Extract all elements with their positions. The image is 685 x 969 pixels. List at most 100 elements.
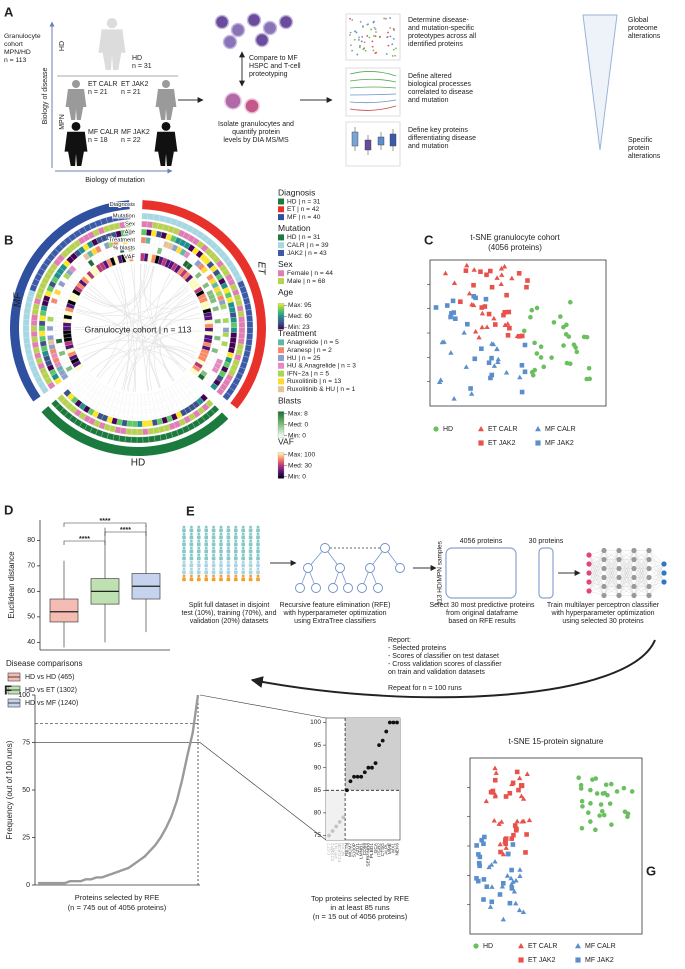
- y-tick-label: 85: [314, 787, 322, 794]
- sample-cell: [136, 420, 143, 428]
- sample-icon: [197, 560, 201, 564]
- protein-dot: [377, 743, 382, 748]
- legend-item: Min: 23: [288, 324, 310, 331]
- sample-icon: [234, 574, 238, 578]
- group-n: n = 31: [132, 63, 152, 70]
- tsne-point: [614, 789, 620, 794]
- tsne-point: [481, 897, 486, 902]
- nn-edge: [648, 559, 665, 565]
- sample-icon: [204, 535, 208, 540]
- y-tick-label: 0: [26, 882, 30, 889]
- legend-item: Max: 100: [288, 451, 315, 458]
- sample-cell: [69, 383, 78, 392]
- compare-text: proteotyping: [249, 71, 288, 78]
- legend-item: HD | n = 31: [287, 234, 321, 241]
- report-text: Report:: [388, 637, 411, 644]
- sample-icon: [212, 532, 216, 536]
- thumb-dot: [372, 34, 375, 37]
- frequency-curve: [38, 694, 200, 885]
- thumb-dot: [379, 35, 381, 38]
- tsne-point: [503, 794, 509, 799]
- thumb-dot: [374, 35, 377, 38]
- nn-edge: [618, 550, 635, 560]
- tsne-point: [503, 369, 510, 375]
- legend-marker: [478, 440, 484, 446]
- cohort-text: cohort: [4, 41, 23, 48]
- thumb-box: [364, 139, 372, 151]
- step-text: with hyperparameter optimization: [550, 610, 654, 617]
- legend-marker: [575, 943, 581, 949]
- tsne-point: [482, 834, 487, 840]
- x-tick-label: MME: [387, 843, 393, 854]
- isolate-text: levels by DIA MS/MS: [223, 137, 289, 144]
- nn-node: [646, 592, 652, 599]
- tsne-point: [513, 827, 519, 833]
- box-label: 30 proteins: [529, 538, 564, 545]
- sample-icon: [219, 535, 223, 540]
- sample-icon: [197, 528, 201, 533]
- step-text: Determine disease-: [408, 17, 469, 24]
- nn-edge: [588, 568, 605, 592]
- sample-cell: [214, 331, 222, 337]
- nn-edge: [618, 577, 635, 596]
- nn-edge: [588, 586, 605, 592]
- inset-shade: [326, 790, 346, 840]
- tsne-point: [479, 346, 484, 352]
- sample-cell: [146, 229, 153, 237]
- report-text: - Scores of classifier on test dataset: [388, 653, 499, 660]
- sample-cell: [137, 404, 142, 412]
- y-tick-label: 100: [18, 692, 30, 699]
- sample-cell: [23, 336, 31, 344]
- sample-icon: [182, 567, 186, 571]
- sample-icon: [182, 535, 186, 540]
- sample-cell: [222, 332, 230, 338]
- legend-item: JAK2 | n = 43: [287, 250, 327, 257]
- legend-gradient-bar: [277, 411, 285, 438]
- sample-cell: [132, 404, 138, 412]
- inset-caption: in at least 85 runs: [330, 903, 389, 912]
- tsne-point: [484, 272, 489, 278]
- step-text: Split full dataset in disjoint: [189, 602, 270, 609]
- sample-icon: [234, 560, 238, 564]
- nn-edge: [618, 568, 635, 596]
- zoom-connector: [199, 694, 327, 719]
- tsne-point: [448, 314, 453, 320]
- group-name: MF JAK2: [121, 129, 150, 136]
- sample-icon: [219, 560, 223, 564]
- sample-icon: [189, 577, 194, 582]
- tsne-point: [523, 850, 528, 855]
- chart-title: (4056 proteins): [488, 243, 542, 252]
- tsne-point: [494, 346, 500, 351]
- cell-icon: [214, 14, 230, 30]
- sample-icon: [248, 549, 253, 554]
- sample-cell: [22, 325, 30, 332]
- report-text: - Selected proteins: [388, 645, 447, 652]
- ring-label: Mutation: [113, 214, 135, 220]
- tsne-point: [491, 363, 498, 368]
- sample-icon: [234, 549, 238, 554]
- panel-label: D: [4, 502, 13, 517]
- sample-cell: [142, 428, 149, 436]
- sample-cell: [126, 237, 133, 244]
- sample-cell: [141, 420, 148, 428]
- thumb-dot: [392, 28, 395, 30]
- nn-node: [586, 552, 592, 558]
- legend-item: HD vs MF (1240): [25, 700, 78, 707]
- tsne-point: [489, 884, 495, 889]
- sample-icon: [227, 553, 230, 557]
- legend-item: ET CALR: [528, 943, 557, 950]
- tsne-point: [501, 880, 506, 886]
- tsne-point: [507, 790, 513, 796]
- nn-node: [616, 547, 622, 554]
- sample-cell: [63, 388, 72, 398]
- tsne-point: [516, 775, 523, 781]
- tsne-point: [484, 324, 490, 330]
- tsne-point: [499, 272, 505, 277]
- tsne-point: [481, 841, 486, 847]
- person-icon: [72, 80, 80, 88]
- person-icon: [161, 122, 171, 131]
- tsne-point: [464, 262, 470, 268]
- sample-icon: [226, 549, 231, 554]
- chord: [112, 269, 130, 391]
- thumb-dot: [349, 31, 352, 34]
